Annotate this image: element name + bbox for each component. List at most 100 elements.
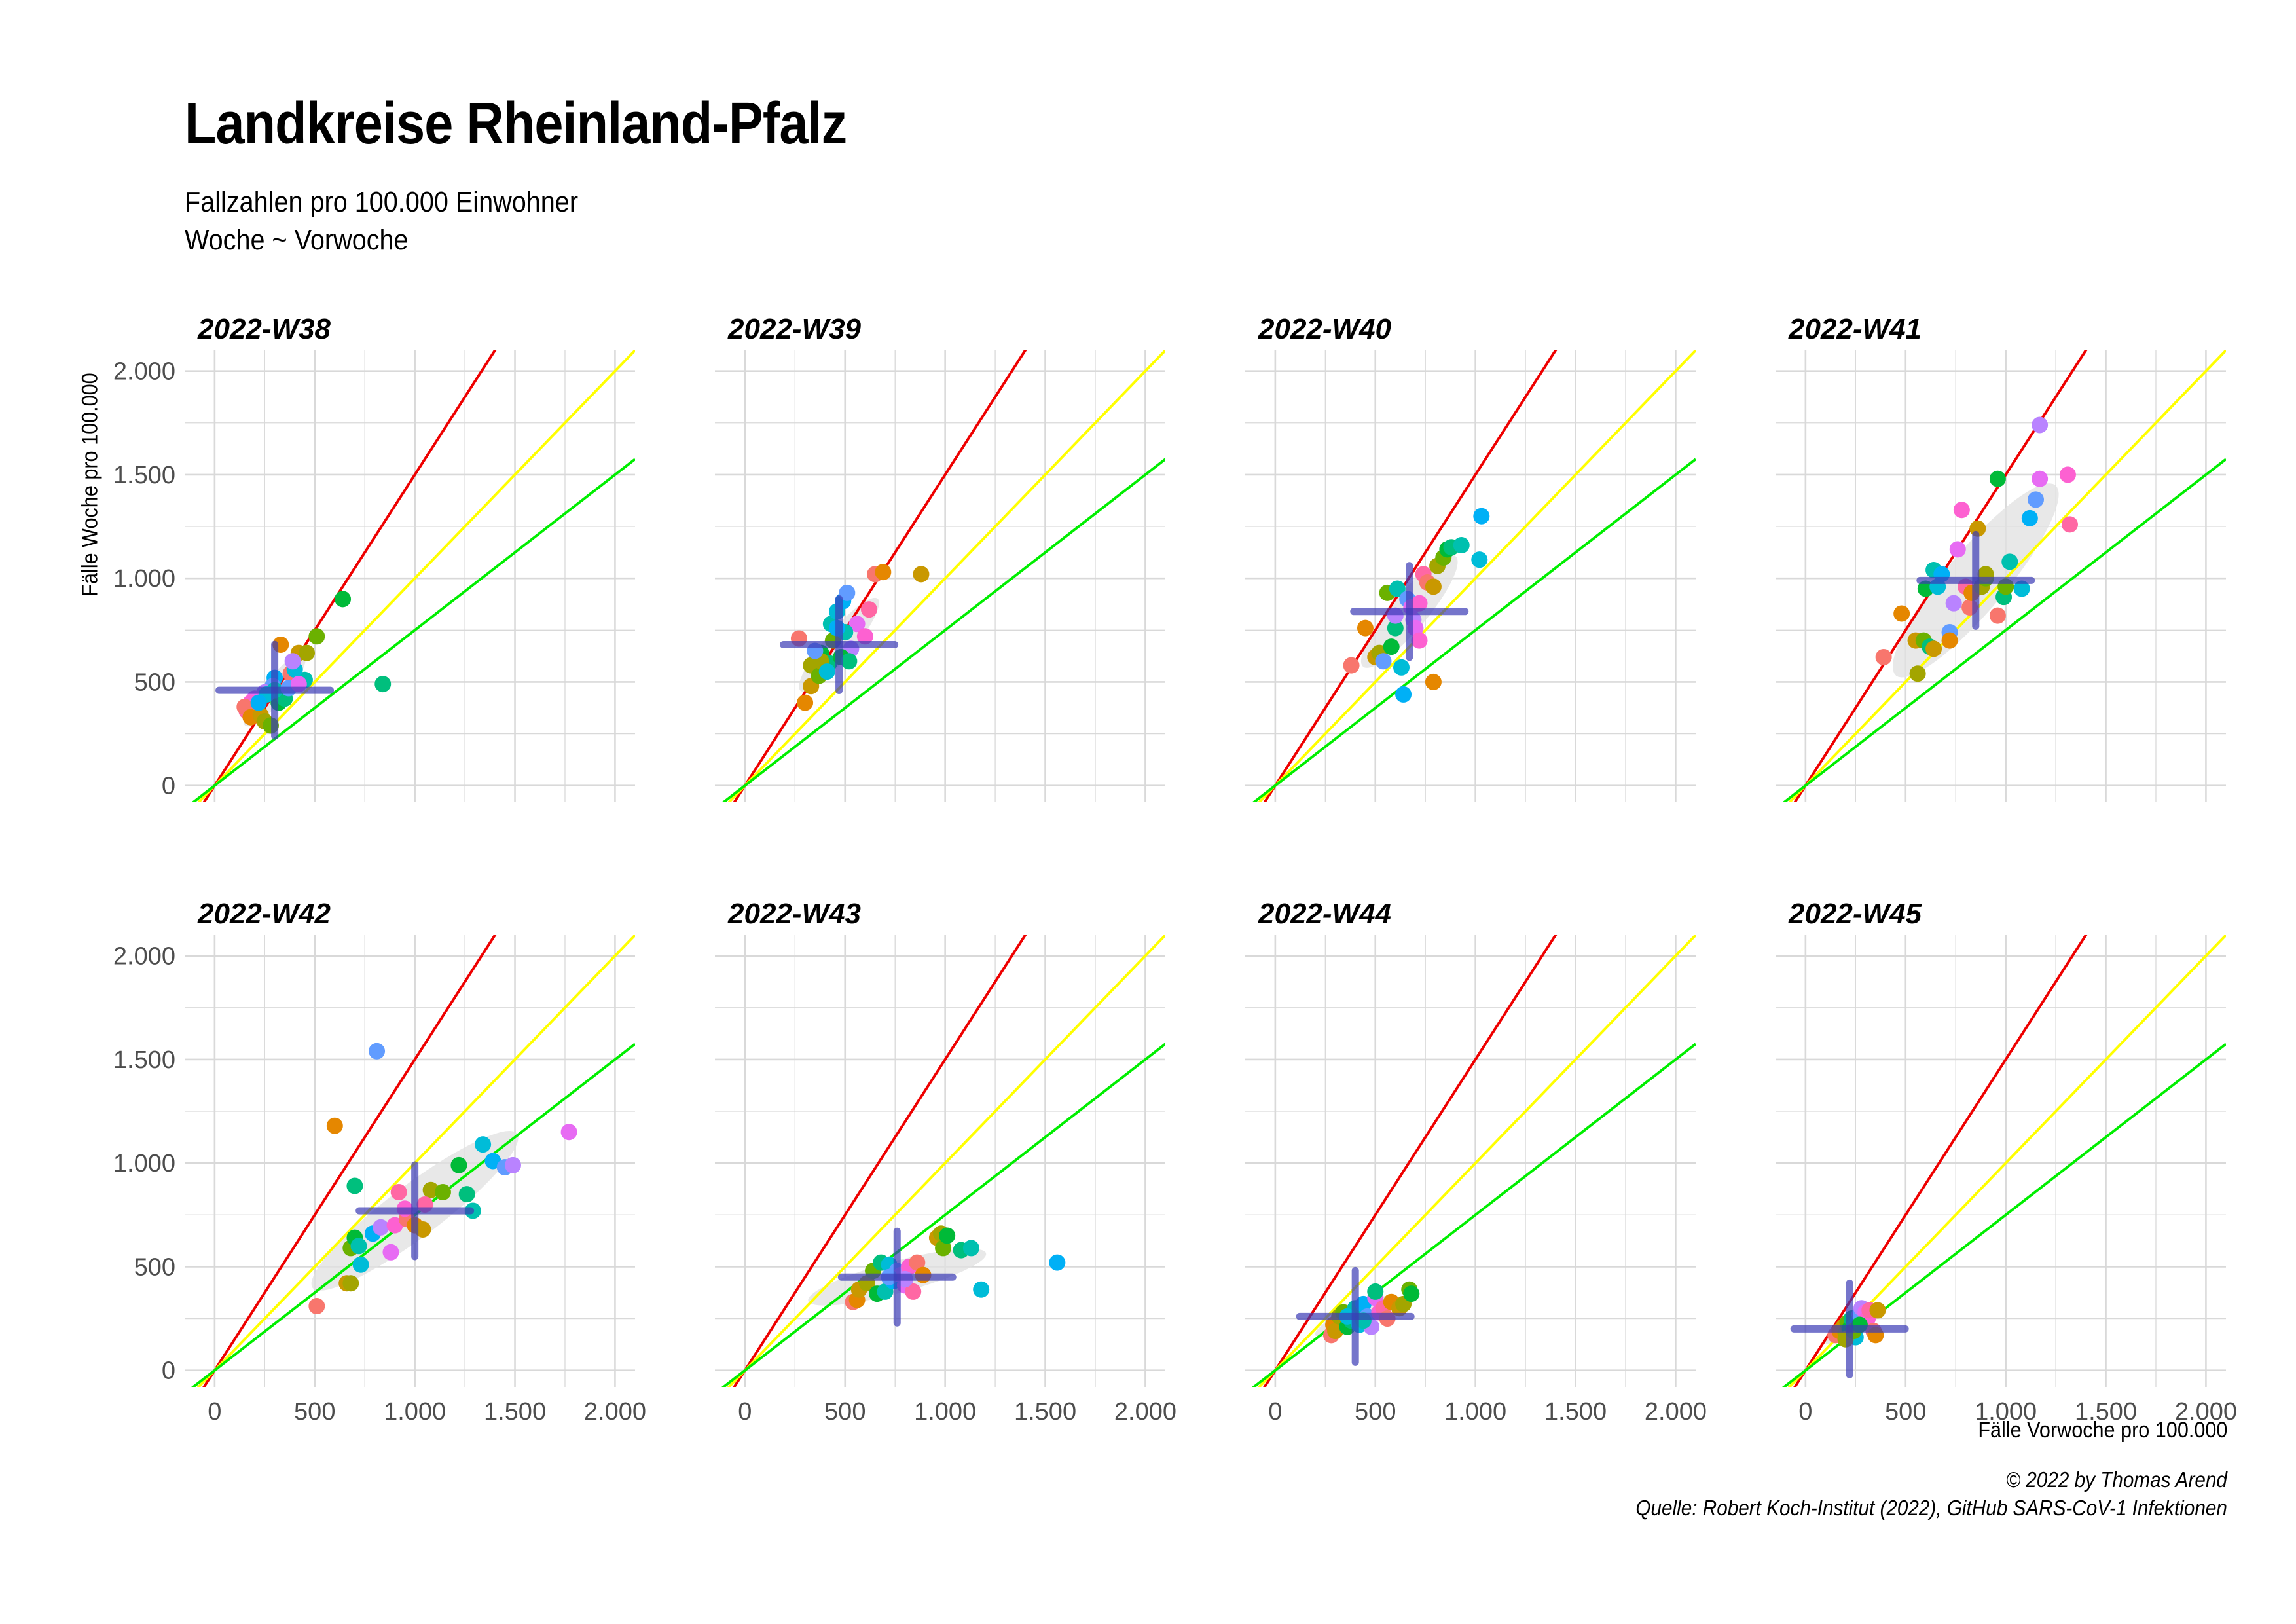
data-point — [1425, 578, 1442, 595]
data-point — [1383, 638, 1400, 655]
data-point — [373, 1219, 390, 1236]
page-title: Landkreise Rheinland-Pfalz — [185, 91, 847, 157]
x-tick-label: 2.000 — [2175, 1398, 2237, 1426]
data-point — [1393, 659, 1410, 676]
y-tick-label: 1.500 — [113, 1046, 175, 1074]
green-reference-line — [191, 458, 635, 802]
panel-plot-area — [721, 350, 1165, 802]
data-point — [1989, 607, 2006, 624]
y-tick-label: 1.000 — [113, 1150, 175, 1177]
panel-title: 2022-W41 — [1788, 313, 1922, 345]
panel-title: 2022-W44 — [1258, 898, 1391, 930]
data-point — [1355, 1295, 1372, 1312]
page-subtitle: Fallzahlen pro 100.000 Einwohner Woche ~… — [185, 183, 578, 259]
data-point — [962, 1240, 979, 1257]
panel-title: 2022-W39 — [727, 313, 862, 345]
x-tick-label: 500 — [1885, 1398, 1926, 1426]
data-point — [1941, 632, 1958, 649]
data-point — [2059, 466, 2076, 483]
data-point — [1357, 619, 1374, 637]
data-point — [335, 591, 352, 608]
facet-panel: 2022-W42 0 500 1.000 1.500 2.000 0 500 1.000 1.50… — [113, 898, 646, 1426]
facet-panel: 2022-W45 0 500 1.000 1.500 2.000 — [1776, 898, 2237, 1426]
data-point — [284, 653, 301, 670]
panel-grid — [185, 935, 635, 1387]
x-tick-label: 500 — [824, 1398, 866, 1426]
subtitle-line-2: Woche ~ Vorwoche — [185, 224, 409, 256]
data-point — [1375, 653, 1392, 670]
data-point — [434, 1183, 451, 1200]
data-point — [458, 1186, 475, 1203]
data-point — [1367, 1283, 1384, 1300]
y-tick-label: 500 — [134, 1253, 175, 1281]
data-point — [1909, 665, 1926, 682]
data-point — [1949, 541, 1966, 558]
data-point — [374, 676, 392, 693]
panel-plot-area — [721, 935, 1165, 1387]
panel-grid — [715, 350, 1165, 802]
x-tick-label: 2.000 — [1645, 1398, 1707, 1426]
data-point — [450, 1156, 467, 1173]
data-point — [935, 1240, 952, 1257]
data-point — [1893, 605, 1910, 622]
x-tick-label: 500 — [1355, 1398, 1396, 1426]
data-point — [875, 564, 892, 581]
data-point — [308, 628, 325, 645]
data-point — [352, 1256, 369, 1273]
yellow-reference-line — [1257, 935, 1696, 1387]
facet-panel: 2022-W41 — [1776, 313, 2226, 802]
caption-source: Quelle: Robert Koch-Institut (2022), Git… — [1635, 1496, 2227, 1520]
caption-copyright: © 2022 by Thomas Arend — [2006, 1467, 2227, 1492]
data-point — [1869, 1302, 1886, 1319]
data-point — [1453, 537, 1470, 554]
facet-panel: 2022-W40 — [1245, 313, 1696, 802]
green-reference-line — [1251, 1043, 1696, 1387]
y-tick-label: 500 — [134, 669, 175, 696]
facet-panel: 2022-W38 0 500 1.000 1.500 2.000 — [113, 313, 635, 802]
x-tick-label: 0 — [738, 1398, 752, 1426]
panel-plot-area — [1781, 935, 2226, 1387]
data-point — [346, 1177, 363, 1194]
y-tick-label: 1.000 — [113, 565, 175, 593]
panel-grid — [1245, 935, 1696, 1387]
data-point — [1925, 640, 1942, 657]
facet-panel: 2022-W43 0 500 1.000 1.500 2.000 — [715, 898, 1176, 1426]
panel-plot-area — [1781, 350, 2226, 802]
panel-grid — [1245, 350, 1696, 802]
red-reference-line — [1263, 350, 1558, 802]
panel-plot-area — [1251, 350, 1696, 802]
panel-plot-area — [191, 935, 635, 1387]
x-tick-label: 1.000 — [1975, 1398, 2037, 1426]
data-point — [2013, 580, 2030, 597]
red-reference-line — [733, 350, 1027, 802]
panel-grid — [1776, 935, 2226, 1387]
x-tick-label: 1.500 — [2075, 1398, 2137, 1426]
green-reference-line — [721, 1043, 1165, 1387]
y-tick-label: 2.000 — [113, 943, 175, 970]
data-point — [1387, 619, 1404, 637]
data-point — [560, 1124, 577, 1141]
data-point — [484, 1153, 501, 1170]
panel-title: 2022-W40 — [1258, 313, 1392, 345]
data-point — [308, 1298, 325, 1315]
data-point — [1395, 686, 1412, 703]
data-point — [1945, 595, 1962, 612]
data-point — [504, 1156, 521, 1173]
red-reference-line — [1793, 935, 2088, 1387]
yellow-reference-line — [727, 350, 1165, 802]
data-point — [1389, 580, 1406, 597]
data-point — [1473, 507, 1490, 525]
green-reference-line — [1781, 458, 2226, 802]
data-point — [2021, 509, 2038, 526]
panel-title: 2022-W45 — [1788, 898, 1922, 930]
x-tick-label: 0 — [1798, 1398, 1812, 1426]
data-point — [1411, 632, 1428, 649]
x-tick-label: 0 — [1268, 1398, 1282, 1426]
data-point — [1343, 657, 1360, 674]
data-point — [350, 1238, 367, 1255]
data-point — [1403, 1285, 1420, 1302]
data-point — [818, 663, 835, 680]
data-point — [2028, 491, 2045, 508]
y-tick-label: 2.000 — [113, 358, 175, 386]
